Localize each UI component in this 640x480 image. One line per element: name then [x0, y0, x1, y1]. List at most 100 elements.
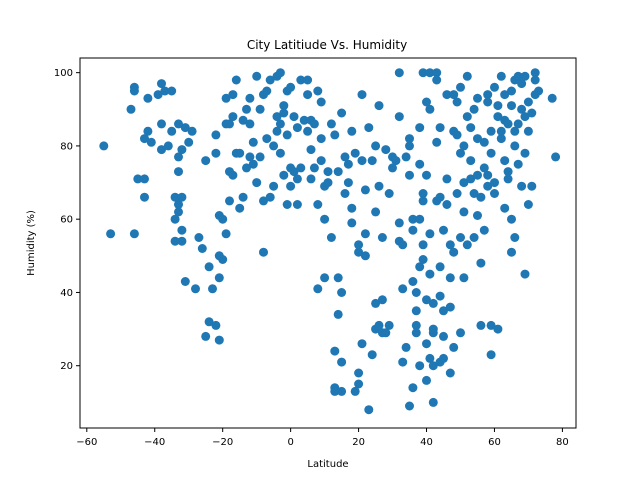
data-point: [551, 152, 561, 162]
x-axis-ticks: −60 −40 −20 0 20 40 60 80: [76, 428, 569, 448]
data-point: [500, 156, 510, 166]
data-point: [507, 86, 516, 96]
data-point: [486, 126, 496, 136]
data-point: [523, 97, 533, 107]
data-point: [211, 320, 221, 330]
data-point: [456, 328, 465, 338]
data-point: [337, 386, 347, 396]
data-point: [456, 82, 465, 92]
data-point: [374, 181, 384, 191]
y-tick-label: 60: [60, 215, 73, 226]
data-point: [214, 335, 224, 345]
data-point: [428, 324, 438, 334]
data-point: [340, 152, 350, 162]
chart-title: City Latitiude Vs. Humidity: [247, 38, 407, 52]
data-point: [225, 119, 234, 129]
data-point: [425, 269, 435, 279]
data-point: [289, 112, 299, 122]
data-point: [435, 123, 445, 133]
points-layer: [99, 68, 561, 415]
data-point: [323, 167, 333, 177]
data-point: [360, 251, 370, 261]
data-point: [350, 386, 360, 396]
data-point: [333, 309, 343, 319]
data-point: [286, 82, 296, 92]
data-point: [313, 284, 323, 294]
data-point: [177, 145, 187, 155]
data-point: [490, 178, 499, 188]
data-point: [170, 214, 180, 224]
data-point: [486, 350, 496, 360]
data-point: [218, 214, 228, 224]
data-point: [191, 284, 200, 294]
data-point: [415, 262, 425, 272]
data-point: [238, 192, 248, 202]
data-point: [157, 79, 166, 89]
data-point: [204, 317, 214, 327]
data-point: [211, 130, 221, 140]
data-point: [411, 306, 421, 316]
data-point: [517, 104, 527, 114]
data-point: [449, 342, 459, 352]
data-point: [456, 148, 465, 158]
data-point: [371, 207, 381, 217]
data-point: [326, 233, 336, 242]
data-point: [140, 134, 149, 144]
data-point: [313, 200, 323, 209]
x-tick-label: −40: [144, 437, 165, 448]
data-point: [517, 79, 527, 89]
x-tick-label: −60: [76, 437, 97, 448]
data-point: [415, 123, 425, 133]
data-point: [490, 189, 499, 198]
data-point: [350, 148, 360, 158]
data-point: [303, 126, 313, 136]
data-point: [354, 379, 364, 389]
data-point: [99, 141, 109, 151]
data-point: [174, 200, 183, 209]
data-point: [401, 342, 411, 352]
data-point: [381, 328, 391, 338]
data-point: [507, 214, 516, 224]
data-point: [360, 229, 370, 239]
data-point: [326, 119, 336, 129]
data-point: [153, 90, 163, 100]
data-point: [357, 156, 367, 166]
data-point: [469, 104, 479, 114]
data-point: [167, 126, 177, 136]
data-point: [106, 229, 116, 239]
data-point: [384, 320, 394, 330]
data-point: [269, 141, 279, 151]
data-point: [157, 119, 166, 129]
data-point: [513, 119, 523, 129]
data-point: [408, 383, 418, 393]
data-point: [347, 126, 357, 136]
data-point: [282, 200, 292, 209]
data-point: [235, 148, 245, 158]
data-point: [473, 170, 482, 180]
y-tick-label: 80: [60, 141, 73, 152]
data-point: [452, 189, 462, 198]
data-point: [479, 137, 489, 147]
data-point: [214, 273, 224, 283]
data-point: [371, 141, 381, 151]
data-point: [483, 170, 493, 180]
data-point: [476, 192, 486, 202]
data-point: [490, 82, 499, 92]
data-point: [262, 134, 272, 144]
x-tick-label: −20: [212, 437, 233, 448]
data-point: [452, 130, 462, 140]
data-point: [520, 112, 530, 122]
data-point: [374, 320, 384, 330]
data-point: [340, 189, 350, 198]
data-point: [255, 152, 265, 162]
data-point: [462, 240, 472, 250]
data-point: [432, 68, 442, 78]
data-point: [405, 141, 414, 151]
data-point: [303, 90, 313, 100]
data-point: [445, 273, 455, 283]
plot-frame: [79, 57, 577, 429]
data-point: [242, 163, 251, 173]
data-point: [316, 97, 326, 107]
data-point: [408, 214, 418, 224]
